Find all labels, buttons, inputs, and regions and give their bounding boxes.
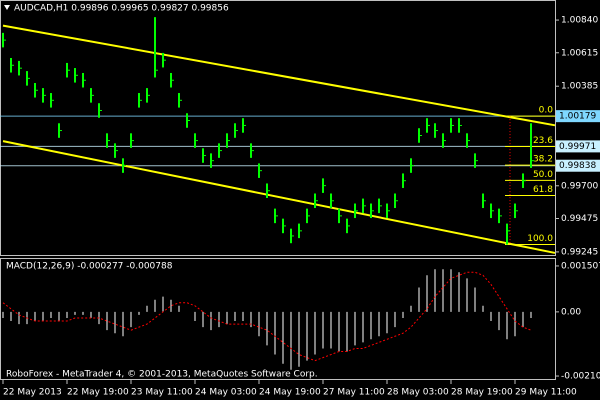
x-tick-label: 23 May 11:00 [131, 388, 193, 398]
chart-title: AUDCAD,H1 0.99896 0.99965 0.99827 0.9985… [14, 4, 229, 14]
y-tick-label: 0.99245 [561, 247, 598, 257]
y-tick-label: -0.002105 [561, 372, 600, 382]
footer: RoboForex - MetaTrader 4, © 2001-2013, M… [6, 370, 318, 380]
trendline [2, 24, 556, 127]
price-panel-frame [0, 0, 556, 256]
x-tick-label: 27 May 11:00 [323, 388, 385, 398]
price-label: 0.99838 [559, 161, 596, 171]
x-tick-label: 22 May 2013 [3, 388, 62, 398]
x-tick-label: 24 May 19:00 [259, 388, 321, 398]
y-tick-label: 0.99700 [561, 181, 598, 191]
fibo-label: 100.0 [527, 234, 553, 244]
y-tick-label: 1.00840 [561, 16, 598, 26]
y-tick-label: 0.99475 [561, 214, 598, 224]
y-tick-label: 1.00385 [561, 82, 598, 92]
fibo-label: 38.2 [533, 155, 553, 165]
price-label-box [556, 110, 600, 123]
trendline [2, 140, 556, 254]
y-tick-label: 1.00615 [561, 48, 598, 58]
price-label: 1.00179 [559, 112, 596, 122]
price-label-box [556, 140, 600, 153]
y-tick-label: 0.001507 [561, 261, 600, 271]
indicator-title: MACD(12,26,9) -0.000277 -0.000788 [6, 262, 173, 272]
fibo-label: 50.0 [533, 170, 553, 180]
symbol-icon [4, 5, 10, 10]
fibo-label: 23.6 [533, 136, 553, 146]
fibo-label: 0.0 [539, 106, 554, 116]
x-tick-label: 22 May 19:00 [67, 388, 129, 398]
x-tick-label: 28 May 19:00 [451, 388, 513, 398]
x-tick-label: 24 May 03:00 [195, 388, 257, 398]
price-label-box [556, 159, 600, 172]
y-tick-label: 0.00 [561, 307, 581, 317]
price-label: 0.99971 [559, 142, 596, 152]
signal-line [2, 271, 532, 362]
macd-panel-frame [0, 258, 556, 380]
x-tick-label: 29 May 11:00 [515, 388, 577, 398]
fibo-label: 61.8 [533, 185, 553, 195]
x-tick-label: 28 May 03:00 [387, 388, 449, 398]
